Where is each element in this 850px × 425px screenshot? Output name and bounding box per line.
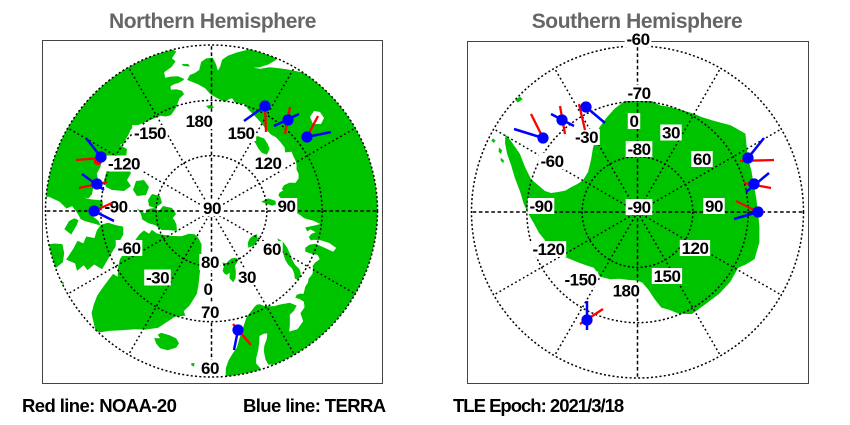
- svg-text:0: 0: [630, 112, 639, 131]
- svg-text:90: 90: [203, 199, 221, 218]
- svg-text:-120: -120: [108, 154, 140, 173]
- svg-text:Red line: NOAA-20: Red line: NOAA-20: [22, 395, 177, 416]
- svg-text:150: 150: [228, 124, 255, 143]
- svg-text:120: 120: [255, 154, 282, 173]
- svg-text:60: 60: [693, 150, 711, 169]
- svg-text:Southern Hemisphere: Southern Hemisphere: [532, 10, 743, 33]
- svg-text:90: 90: [278, 197, 296, 216]
- svg-text:120: 120: [682, 239, 709, 258]
- svg-text:30: 30: [662, 123, 680, 142]
- svg-text:180: 180: [186, 112, 213, 131]
- svg-text:-30: -30: [575, 128, 598, 147]
- svg-text:0: 0: [204, 280, 213, 299]
- svg-text:70: 70: [201, 303, 219, 322]
- svg-text:-90: -90: [529, 197, 552, 216]
- svg-text:-80: -80: [627, 140, 650, 159]
- svg-text:-30: -30: [146, 268, 169, 287]
- svg-text:-90: -90: [104, 197, 127, 216]
- svg-text:-90: -90: [627, 198, 650, 217]
- svg-text:-60: -60: [117, 239, 140, 258]
- svg-text:-70: -70: [627, 84, 650, 103]
- svg-text:180: 180: [613, 281, 640, 300]
- svg-text:90: 90: [705, 197, 723, 216]
- svg-text:-150: -150: [134, 124, 166, 143]
- svg-text:-150: -150: [564, 270, 596, 289]
- svg-text:Northern Hemisphere: Northern Hemisphere: [109, 10, 316, 33]
- svg-text:80: 80: [201, 253, 219, 272]
- svg-text:-60: -60: [540, 152, 563, 171]
- svg-text:-60: -60: [626, 30, 649, 49]
- svg-text:150: 150: [654, 267, 681, 286]
- svg-text:60: 60: [201, 359, 219, 378]
- svg-text:60: 60: [263, 240, 281, 259]
- svg-text:30: 30: [238, 268, 256, 287]
- svg-text:Blue line: TERRA: Blue line: TERRA: [243, 395, 386, 416]
- svg-text:-120: -120: [532, 240, 564, 259]
- svg-text:TLE Epoch: 2021/3/18: TLE Epoch: 2021/3/18: [453, 395, 624, 416]
